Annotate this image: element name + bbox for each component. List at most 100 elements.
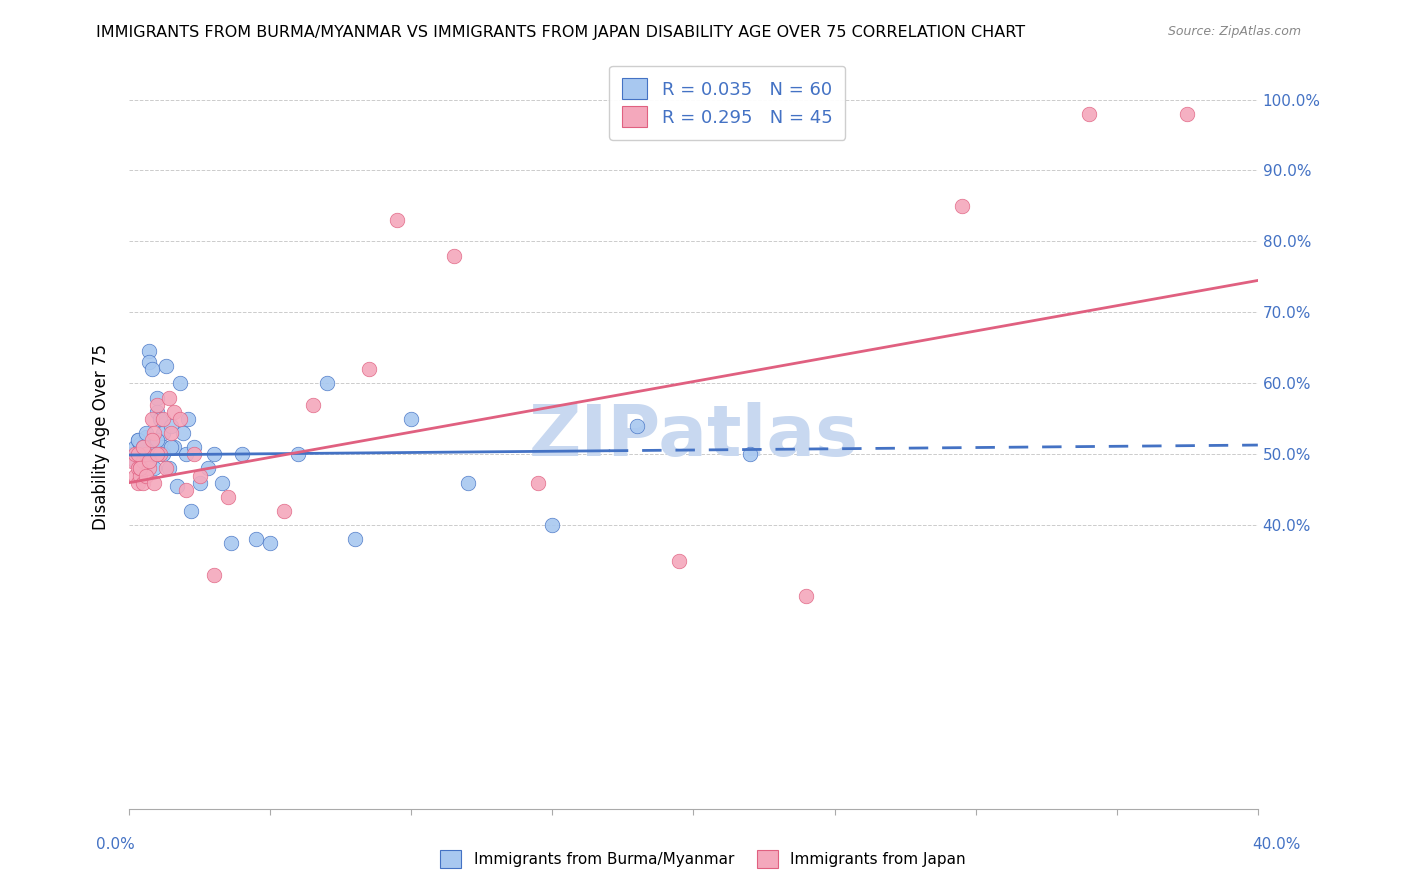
Point	[315, 376, 337, 391]
Point	[132, 443, 155, 458]
Point	[124, 454, 146, 468]
Point	[135, 447, 157, 461]
Point	[172, 425, 194, 440]
Point	[217, 490, 239, 504]
Point	[301, 398, 323, 412]
Point	[127, 433, 149, 447]
Point	[138, 355, 160, 369]
Point	[219, 536, 242, 550]
Point	[132, 440, 155, 454]
Legend: R = 0.035   N = 60, R = 0.295   N = 45: R = 0.035 N = 60, R = 0.295 N = 45	[609, 66, 845, 140]
Legend: Immigrants from Burma/Myanmar, Immigrants from Japan: Immigrants from Burma/Myanmar, Immigrant…	[434, 844, 972, 873]
Point	[177, 412, 200, 426]
Point	[138, 454, 160, 468]
Text: 40.0%: 40.0%	[1253, 838, 1301, 852]
Text: ZIPatlas: ZIPatlas	[529, 402, 859, 471]
Point	[183, 447, 205, 461]
Text: Source: ZipAtlas.com: Source: ZipAtlas.com	[1167, 25, 1301, 38]
Point	[132, 454, 155, 468]
Point	[132, 454, 155, 468]
Point	[169, 376, 191, 391]
Point	[143, 475, 166, 490]
Point	[527, 475, 550, 490]
Point	[149, 447, 172, 461]
Point	[287, 447, 309, 461]
Point	[135, 425, 157, 440]
Point	[160, 440, 183, 454]
Point	[160, 418, 183, 433]
Point	[188, 475, 211, 490]
Point	[135, 468, 157, 483]
Point	[202, 567, 225, 582]
Point	[127, 475, 149, 490]
Point	[127, 447, 149, 461]
Point	[152, 425, 174, 440]
Point	[231, 447, 253, 461]
Point	[141, 447, 163, 461]
Point	[188, 468, 211, 483]
Point	[143, 461, 166, 475]
Point	[245, 533, 267, 547]
Point	[443, 249, 465, 263]
Point	[138, 454, 160, 468]
Point	[357, 362, 380, 376]
Point	[146, 405, 169, 419]
Point	[124, 454, 146, 468]
Point	[155, 461, 177, 475]
Point	[124, 440, 146, 454]
Point	[152, 440, 174, 454]
Text: 0.0%: 0.0%	[96, 838, 135, 852]
Point	[129, 461, 152, 475]
Point	[129, 461, 152, 475]
Point	[169, 412, 191, 426]
Point	[141, 362, 163, 376]
Point	[146, 398, 169, 412]
Point	[211, 475, 233, 490]
Point	[541, 518, 564, 533]
Point	[160, 425, 183, 440]
Point	[121, 447, 143, 461]
Point	[127, 461, 149, 475]
Point	[950, 199, 973, 213]
Point	[129, 468, 152, 483]
Point	[166, 479, 188, 493]
Point	[141, 412, 163, 426]
Point	[129, 461, 152, 475]
Y-axis label: Disability Age Over 75: Disability Age Over 75	[93, 343, 110, 530]
Point	[146, 391, 169, 405]
Point	[738, 447, 761, 461]
Point	[259, 536, 281, 550]
Point	[180, 504, 202, 518]
Point	[457, 475, 479, 490]
Point	[141, 440, 163, 454]
Point	[143, 447, 166, 461]
Point	[163, 440, 186, 454]
Point	[149, 412, 172, 426]
Point	[343, 533, 366, 547]
Point	[138, 461, 160, 475]
Point	[135, 447, 157, 461]
Point	[155, 359, 177, 373]
Point	[626, 418, 648, 433]
Point	[183, 440, 205, 454]
Point	[146, 433, 169, 447]
Point	[401, 412, 423, 426]
Point	[157, 461, 180, 475]
Point	[124, 447, 146, 461]
Point	[385, 213, 408, 227]
Point	[141, 433, 163, 447]
Point	[152, 447, 174, 461]
Point	[132, 440, 155, 454]
Point	[157, 391, 180, 405]
Point	[127, 433, 149, 447]
Point	[1077, 106, 1099, 120]
Point	[668, 554, 690, 568]
Point	[129, 436, 152, 450]
Point	[174, 483, 197, 497]
Point	[152, 412, 174, 426]
Point	[124, 468, 146, 483]
Point	[121, 454, 143, 468]
Point	[143, 425, 166, 440]
Point	[1175, 106, 1198, 120]
Text: IMMIGRANTS FROM BURMA/MYANMAR VS IMMIGRANTS FROM JAPAN DISABILITY AGE OVER 75 CO: IMMIGRANTS FROM BURMA/MYANMAR VS IMMIGRA…	[96, 25, 1025, 40]
